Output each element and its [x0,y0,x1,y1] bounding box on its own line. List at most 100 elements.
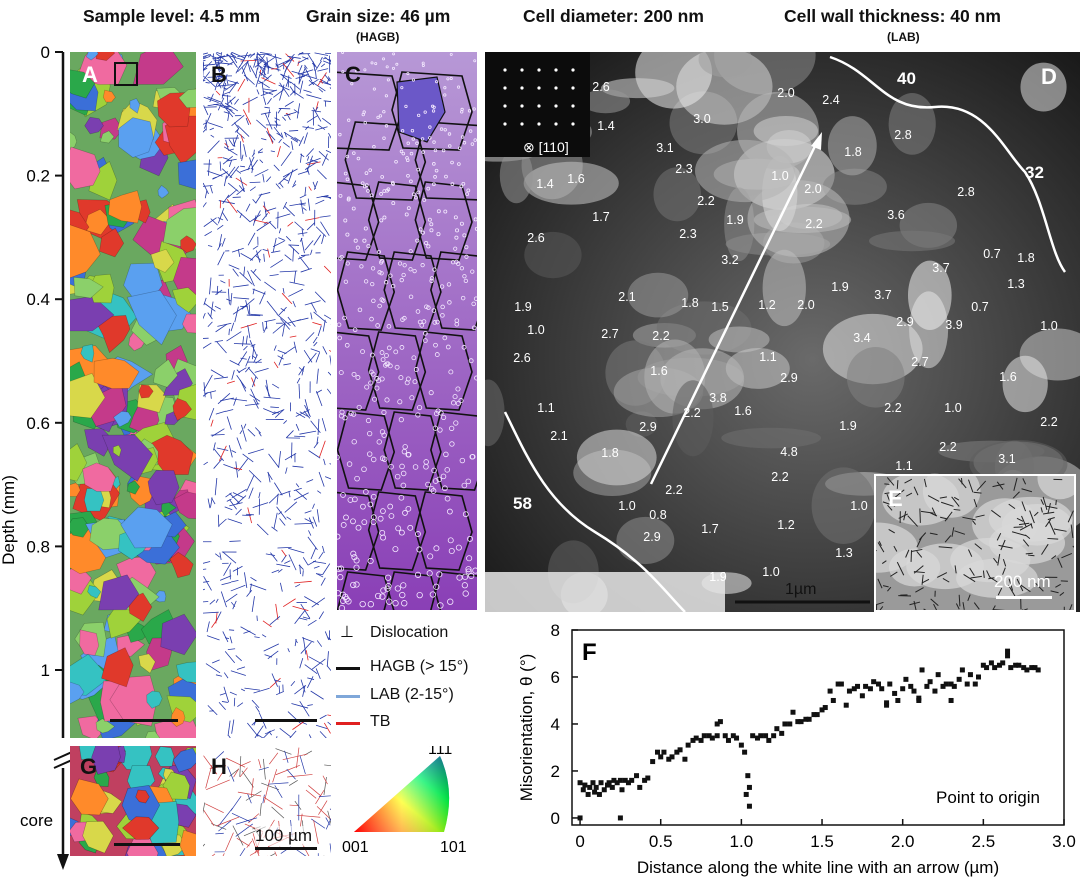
dislocation-cell [344,342,350,348]
boundary-segment [204,231,213,237]
boundary-segment [253,58,261,61]
boundary-segment [226,331,242,342]
boundary-segment [249,186,256,191]
dislocation-cell [339,254,344,260]
boundary-segment [235,817,258,825]
boundary-segment [248,448,264,455]
panel-g-label: G [80,754,98,779]
boundary-segment [308,656,324,665]
boundary-segment [219,692,226,696]
boundary-segment [212,55,226,60]
y-tick-label: 0 [551,809,560,828]
boundary-segment [321,153,328,166]
boundary-segment [282,142,290,148]
boundary-segment [295,423,300,431]
boundary-segment [213,103,231,108]
boundary-segment [306,155,313,173]
ipf-label-111: 111 [428,746,452,758]
dislocation-cell [437,602,444,609]
dislocation-cell [426,570,433,577]
dislocation-cell [406,206,411,211]
data-point [895,697,901,703]
data-point [593,784,599,790]
boundary-segment [267,97,272,105]
boundary-segment [243,423,247,429]
data-point [992,665,998,671]
cell-size-label: 2.6 [527,231,544,245]
data-point [884,700,890,706]
boundary-segment [229,636,233,644]
boundary-segment [287,774,313,778]
panel-e-scale-bar [996,596,1052,599]
grain [120,506,173,549]
dislocation-cell [400,86,404,90]
dislocation-cell [458,398,464,404]
boundary-segment [203,568,207,570]
boundary-segment [319,731,327,738]
cell [581,89,631,114]
cell-size-label: 2.9 [896,315,913,329]
boundary-segment [322,775,328,785]
boundary-segment [268,221,277,230]
boundary-segment [257,148,263,153]
boundary-segment [313,234,322,246]
dislocation-tangle [1007,584,1017,598]
boundary-segment [235,508,242,516]
boundary-segment [299,617,308,621]
boundary-segment [250,214,261,222]
boundary-segment [276,506,287,520]
panel-h-scale-label: 100 µm [255,826,313,846]
boundary-segment [306,222,315,231]
dislocation-tangle [1067,510,1074,523]
dislocation-tangle [1042,496,1048,510]
dislocation-cell [409,395,415,401]
header-cell-wall: Cell wall thickness: 40 nm [784,6,1001,26]
boundary-segment [217,768,226,781]
cell-size-label: 2.0 [777,86,794,100]
data-point [787,721,793,727]
dislocation-tangle [1029,510,1035,524]
dislocation-tangle [1061,553,1073,559]
dislocation-cell [463,278,469,284]
dislocation-cell [386,324,392,329]
boundary-segment [325,818,331,830]
dislocation-cell [448,547,455,555]
dislocation-tangle [884,491,897,495]
boundary-segment [245,513,254,516]
data-point [617,815,623,821]
dislocation-cell [462,511,469,518]
boundary-segment [250,778,254,797]
boundary-segment [231,450,237,453]
dislocation-cell [351,206,356,211]
boundary-segment [295,639,298,644]
boundary-segment [217,97,225,111]
boundary-segment [261,138,267,141]
boundary-segment [249,157,254,170]
boundary-segment [315,199,325,205]
boundary-segment [217,55,229,59]
boundary-segment [256,221,272,232]
dislocation-cell [351,371,357,377]
boundary-segment [268,493,280,504]
boundary-segment [216,285,219,295]
boundary-segment [224,105,235,115]
data-point [582,782,588,788]
dislocation-cell [404,212,409,217]
dislocation-cell [443,86,447,90]
dislocation-cell [416,591,423,599]
boundary-segment [203,75,216,88]
boundary-segment [239,767,248,778]
boundary-segment [214,477,218,496]
grain [129,98,141,114]
boundary-segment [317,325,322,337]
boundary-segment [270,259,284,268]
boundary-segment [264,207,277,212]
grain-boundary [337,181,380,261]
boundary-segment [270,150,275,153]
boundary-segment [213,458,223,469]
dislocation-cell [436,209,441,214]
cell-size-label: 2.3 [675,162,692,176]
dislocation-cell [453,215,458,220]
boundary-segment [318,471,325,487]
boundary-segment [288,547,305,554]
